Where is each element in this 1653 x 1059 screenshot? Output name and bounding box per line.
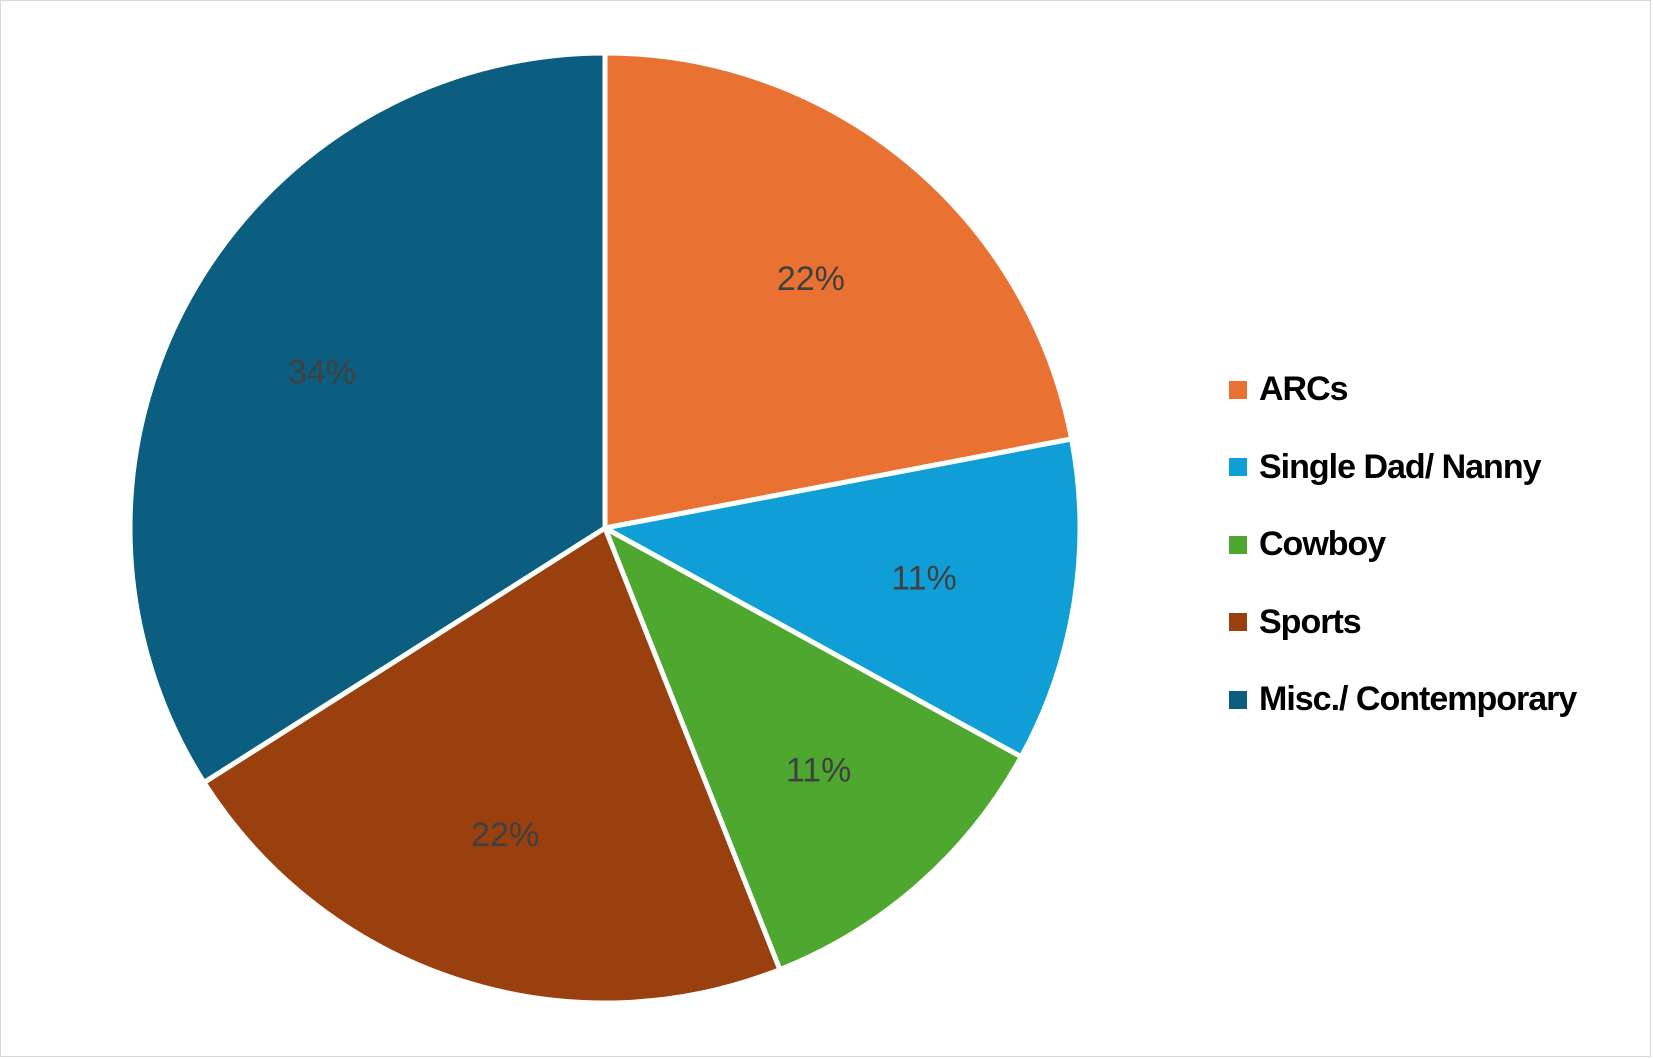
data-label-sports: 22% [471, 816, 539, 854]
legend-item-cowboy: Cowboy [1229, 506, 1576, 584]
legend-label-cowboy: Cowboy [1259, 525, 1386, 564]
data-label-misc-contemporary: 34% [288, 353, 356, 391]
legend-item-single-dad-nanny: Single Dad/ Nanny [1229, 429, 1576, 507]
data-label-cowboy: 11% [786, 751, 852, 789]
legend-label-misc-contemporary: Misc./ Contemporary [1259, 680, 1577, 719]
data-label-single-dad-nanny: 11% [891, 560, 957, 598]
legend: ARCs Single Dad/ Nanny Cowboy Sports Mis… [1229, 351, 1577, 739]
pie-slice-sports [201, 525, 783, 1006]
legend-swatch-arcs [1229, 380, 1247, 399]
legend-swatch-cowboy [1229, 535, 1247, 554]
legend-swatch-single-dad-nanny [1229, 458, 1247, 477]
legend-item-sports: Sports [1229, 584, 1576, 662]
legend-label-arcs: ARCs [1259, 370, 1349, 409]
legend-label-sports: Sports [1259, 602, 1362, 641]
pie-slice-cowboy [602, 525, 1024, 973]
legend-label-single-dad-nanny: Single Dad/ Nanny [1259, 447, 1541, 486]
pie-slice-misc-contemporary [127, 50, 608, 786]
pie-slice-arcs [602, 50, 1075, 531]
legend-swatch-misc-contemporary [1229, 690, 1247, 709]
data-label-arcs: 22% [777, 260, 845, 298]
legend-item-arcs: ARCs [1229, 351, 1576, 429]
pie-slice-single-dad-nanny [602, 436, 1083, 760]
legend-item-misc-contemporary: Misc./ Contemporary [1229, 661, 1577, 739]
legend-swatch-sports [1229, 613, 1247, 632]
